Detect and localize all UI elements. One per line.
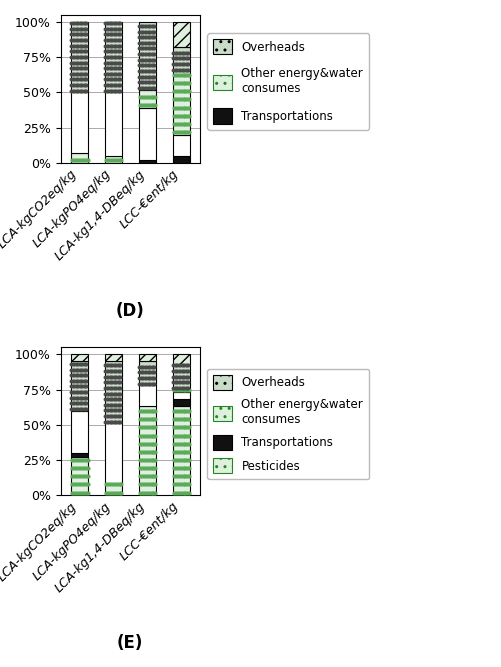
X-axis label: (E): (E): [117, 634, 143, 652]
Bar: [172, 155, 189, 163]
Bar: [71, 457, 88, 495]
Bar: [172, 47, 189, 71]
Bar: [172, 364, 189, 390]
Bar: [172, 392, 189, 400]
Bar: [172, 135, 189, 155]
Bar: [105, 354, 122, 362]
Bar: [138, 160, 155, 163]
Bar: [71, 153, 88, 163]
Bar: [172, 390, 189, 392]
Bar: [138, 406, 155, 495]
Bar: [172, 400, 189, 406]
Bar: [105, 424, 122, 484]
Bar: [138, 362, 155, 386]
Bar: [172, 406, 189, 495]
Bar: [172, 354, 189, 364]
Bar: [138, 354, 155, 362]
Bar: [105, 155, 122, 163]
Bar: [71, 354, 88, 362]
Legend: Overheads, Other energy&water
consumes, Transportations, Pesticides: Overheads, Other energy&water consumes, …: [207, 369, 368, 479]
Bar: [71, 22, 88, 92]
Legend: Overheads, Other energy&water
consumes, Transportations: Overheads, Other energy&water consumes, …: [207, 33, 368, 129]
Bar: [105, 92, 122, 155]
X-axis label: (D): (D): [116, 301, 144, 319]
Bar: [71, 362, 88, 411]
Bar: [105, 484, 122, 495]
Bar: [71, 453, 88, 457]
Bar: [105, 362, 122, 424]
Bar: [105, 22, 122, 92]
Bar: [138, 108, 155, 160]
Bar: [138, 386, 155, 406]
Bar: [172, 71, 189, 135]
Bar: [172, 22, 189, 47]
Bar: [138, 22, 155, 89]
Bar: [71, 92, 88, 153]
Bar: [71, 411, 88, 453]
Bar: [138, 89, 155, 108]
